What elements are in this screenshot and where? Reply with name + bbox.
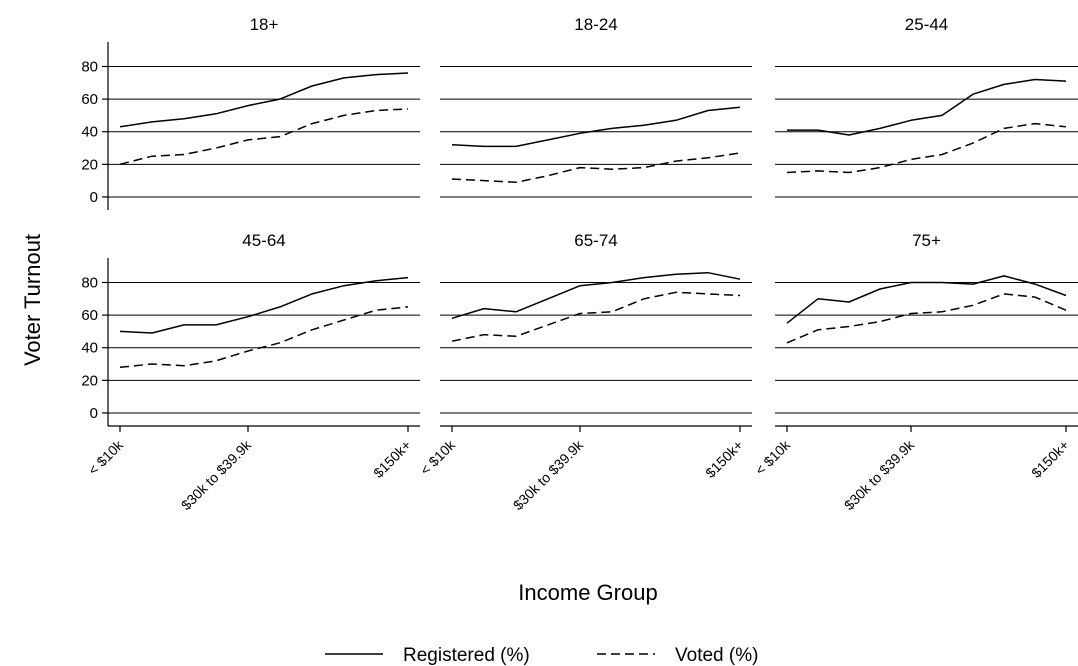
series-registered bbox=[451, 106, 741, 148]
panel-18+: 18+ 0 20 40 60 80 bbox=[81, 15, 420, 210]
series-registered bbox=[787, 78, 1067, 136]
panel-18-24: 18-24 bbox=[440, 15, 752, 198]
panel-title: 45-64 bbox=[242, 231, 285, 250]
panel-title: 18+ bbox=[250, 15, 279, 34]
y-axis-title: Voter Turnout bbox=[20, 234, 45, 366]
series-voted bbox=[451, 291, 741, 342]
panel-title: 25-44 bbox=[905, 15, 948, 34]
legend: Registered (%) Voted (%) bbox=[325, 645, 758, 666]
series-voted bbox=[119, 108, 409, 166]
series-registered bbox=[786, 275, 1067, 324]
x-tick-label: < $10k bbox=[417, 436, 459, 478]
x-tick-label: < $10k bbox=[752, 436, 794, 478]
x-tick-label: $30k to $39.9k bbox=[510, 436, 587, 513]
series-voted bbox=[451, 152, 741, 184]
series-registered bbox=[119, 72, 409, 128]
y-tick-label: 0 bbox=[90, 189, 98, 206]
x-axis-title: Income Group bbox=[518, 580, 657, 605]
panel-45-64: 45-64 0 20 40 60 80 < $10k $30k to $39.9k $150k+ bbox=[81, 231, 420, 513]
series-voted bbox=[119, 306, 409, 369]
series-registered bbox=[451, 271, 741, 320]
series-voted bbox=[786, 293, 1067, 344]
y-tick-label: 40 bbox=[81, 340, 98, 357]
panel-title: 75+ bbox=[912, 231, 941, 250]
panels-group: 18+ 0 20 40 60 80 18-24 25-44 45-64 0 20 40 60 80 < $1… bbox=[81, 15, 1078, 513]
x-tick-label: $150k+ bbox=[702, 437, 746, 481]
panel-title: 65-74 bbox=[574, 231, 617, 250]
y-tick-label: 80 bbox=[81, 58, 98, 75]
panel-title: 18-24 bbox=[574, 15, 617, 34]
y-tick-label: 40 bbox=[81, 124, 98, 141]
series-registered bbox=[119, 276, 409, 334]
panel-75+: 75+ < $10k $30k to $39.9k $150k+ bbox=[752, 231, 1078, 513]
panel-65-74: 65-74 < $10k $30k to $39.9k $150k+ bbox=[417, 231, 752, 513]
y-tick-label: 80 bbox=[81, 274, 98, 291]
y-tick-label: 60 bbox=[81, 91, 98, 108]
x-tick-label: $150k+ bbox=[370, 437, 414, 481]
x-tick-label: $30k to $39.9k bbox=[178, 436, 255, 513]
legend-label-voted: Voted (%) bbox=[675, 645, 758, 666]
x-tick-label: < $10k bbox=[85, 436, 127, 478]
y-tick-label: 20 bbox=[81, 156, 98, 173]
x-tick-label: $30k to $39.9k bbox=[841, 436, 918, 513]
series-voted bbox=[786, 122, 1067, 174]
x-tick-label: $150k+ bbox=[1028, 437, 1072, 481]
legend-label-registered: Registered (%) bbox=[403, 645, 530, 666]
y-tick-label: 60 bbox=[81, 307, 98, 324]
panel-25-44: 25-44 bbox=[775, 15, 1078, 198]
y-tick-label: 20 bbox=[81, 372, 98, 389]
y-tick-label: 0 bbox=[90, 405, 98, 422]
